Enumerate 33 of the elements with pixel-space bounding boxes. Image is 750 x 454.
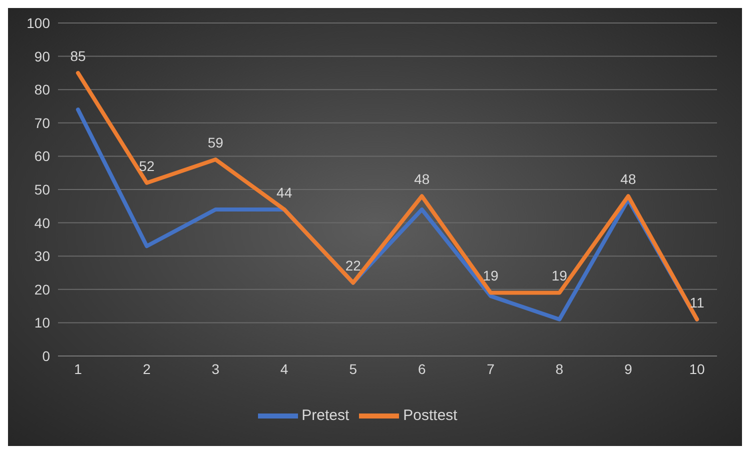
data-label: 11 xyxy=(690,294,704,310)
data-label: 19 xyxy=(552,268,568,284)
y-tick-label: 60 xyxy=(34,148,50,164)
x-tick-label: 5 xyxy=(349,360,358,377)
y-tick-label: 80 xyxy=(34,82,50,98)
x-tick-label: 7 xyxy=(486,360,495,377)
y-tick-label: 50 xyxy=(34,181,50,198)
x-tick-label: 4 xyxy=(280,360,288,377)
x-tick-label: 10 xyxy=(689,360,705,377)
x-tick-label: 1 xyxy=(74,360,82,377)
x-tick-label: 8 xyxy=(556,360,564,377)
data-label: 59 xyxy=(208,134,224,151)
data-label: 48 xyxy=(620,171,636,188)
x-tick-label: 6 xyxy=(418,360,426,377)
data-label: 44 xyxy=(276,184,292,200)
y-tick-label: 10 xyxy=(34,314,50,331)
y-tick-label: 100 xyxy=(26,14,50,31)
data-label: 22 xyxy=(345,258,362,274)
data-label: 48 xyxy=(414,171,430,188)
legend-label: Posttest xyxy=(403,406,458,424)
y-tick-label: 70 xyxy=(34,114,50,131)
y-tick-label: 0 xyxy=(42,348,50,364)
x-tick-label: 3 xyxy=(212,360,220,377)
data-label: 52 xyxy=(138,158,155,174)
data-label: 19 xyxy=(482,268,499,284)
x-tick-label: 9 xyxy=(624,360,632,377)
y-tick-label: 40 xyxy=(34,214,50,231)
legend-label: Pretest xyxy=(302,406,350,424)
y-tick-label: 20 xyxy=(34,281,50,298)
data-label: 85 xyxy=(70,48,86,64)
x-tick-label: 2 xyxy=(142,360,151,377)
y-tick-label: 90 xyxy=(34,48,50,64)
y-tick-label: 30 xyxy=(34,248,50,264)
